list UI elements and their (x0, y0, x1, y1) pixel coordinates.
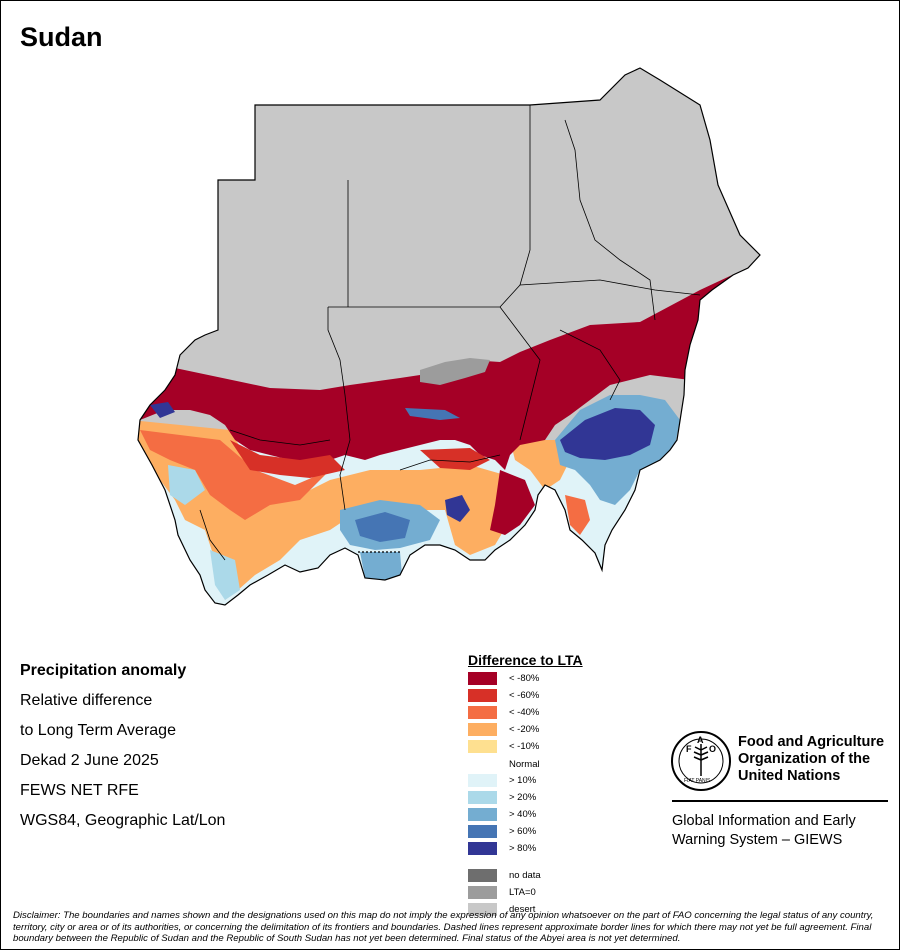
legend-swatch (468, 758, 497, 771)
legend-swatch (468, 808, 497, 821)
legend-swatch (468, 672, 497, 685)
anomaly-blue-patch (445, 495, 470, 522)
legend-label: < -40% (509, 707, 540, 718)
anomaly-orange-west-2 (140, 430, 330, 520)
anomaly-blue-strip (405, 408, 460, 420)
info-line-5: WGS84, Geographic Lat/Lon (20, 812, 226, 829)
legend-swatch (468, 886, 497, 899)
fao-divider (672, 800, 888, 802)
legend-item: < -20% (468, 723, 539, 736)
fao-emblem-motto: FIAT PANIS (684, 778, 711, 784)
anomaly-dark-blue-east (560, 408, 655, 460)
legend-item: < -10% (468, 740, 539, 753)
legend-label: no data (509, 870, 541, 881)
disclaimer: Disclaimer: The boundaries and names sho… (13, 910, 874, 944)
legend-item: > 40% (468, 808, 536, 821)
legend-item: < -40% (468, 706, 539, 719)
anomaly-blue-abyei (360, 552, 402, 580)
legend-label: > 10% (509, 775, 537, 786)
legend-label: < -20% (509, 724, 540, 735)
anomaly-dark-blue-south (355, 512, 410, 542)
legend-label: > 20% (509, 792, 537, 803)
legend-swatch (468, 689, 497, 702)
legend-item: LTA=0 (468, 886, 536, 899)
legend-label: LTA=0 (509, 887, 536, 898)
legend-label: < -60% (509, 690, 540, 701)
map-info: Precipitation anomaly Relative differenc… (20, 656, 225, 836)
legend-item: Normal (468, 758, 540, 771)
legend-item: > 20% (468, 791, 536, 804)
fao-emblem-letter-f: F (686, 744, 692, 754)
anomaly-orange-east (510, 440, 570, 490)
legend-item: < -60% (468, 689, 539, 702)
anomaly-red-patch-2 (420, 448, 490, 470)
giews-name: Global Information and Early Warning Sys… (672, 813, 856, 848)
anomaly-lightblue-sw (210, 550, 240, 600)
info-line-2: to Long Term Average (20, 722, 176, 739)
fao-emblem-icon: F A O FIAT PANIS (671, 731, 731, 791)
anomaly-red-east-arm (490, 470, 535, 535)
legend-swatch (468, 825, 497, 838)
legend-item: < -80% (468, 672, 539, 685)
legend-item: desert (468, 903, 535, 916)
fao-emblem-letter-a: A (697, 735, 704, 745)
legend: Difference to LTA < -80% < -60% < -40% < -2… (468, 652, 583, 916)
legend-label: desert (509, 904, 536, 915)
anomaly-dark-red-belt (138, 262, 760, 470)
info-line-4: FEWS NET RFE (20, 782, 139, 799)
legend-swatch (468, 869, 497, 882)
legend-item: > 80% (468, 842, 536, 855)
legend-swatch (468, 706, 497, 719)
legend-label: > 40% (509, 809, 537, 820)
info-heading: Precipitation anomaly (20, 662, 187, 679)
anomaly-lightblue-west (168, 465, 205, 505)
legend-swatch (468, 723, 497, 736)
legend-swatch (468, 791, 497, 804)
legend-swatch (468, 740, 497, 753)
map-title: Sudan (20, 22, 103, 52)
legend-label: < -10% (509, 741, 540, 752)
fao-name: Food and Agriculture Organization of the… (738, 734, 885, 784)
anomaly-red-patch-1 (230, 440, 345, 478)
anomaly-blue-west-dot (150, 402, 175, 418)
legend-label: < -80% (509, 673, 540, 684)
fao-emblem-letter-o: O (709, 744, 716, 754)
legend-swatch (468, 774, 497, 787)
legend-label: Normal (509, 759, 540, 770)
lta-zero-area (420, 358, 490, 385)
legend-item: no data (468, 869, 541, 882)
sudan-anomaly-map (137, 67, 761, 606)
legend-title: Difference to LTA (468, 652, 583, 668)
info-line-3: Dekad 2 June 2025 (20, 752, 159, 769)
legend-label: > 80% (509, 843, 537, 854)
info-line-1: Relative difference (20, 692, 153, 709)
legend-item: > 60% (468, 825, 536, 838)
legend-swatch (468, 842, 497, 855)
state-boundaries (199, 105, 701, 561)
legend-item: > 10% (468, 774, 536, 787)
legend-label: > 60% (509, 826, 537, 837)
anomaly-orange-se (565, 495, 590, 535)
legend-swatch (468, 903, 497, 916)
